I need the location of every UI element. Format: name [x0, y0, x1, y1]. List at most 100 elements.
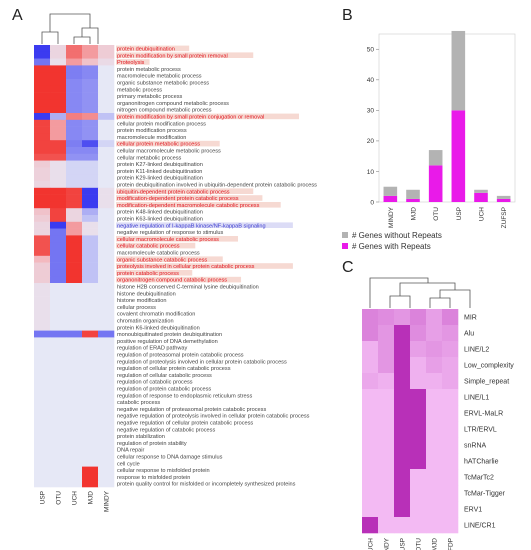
go-term-label: regulation of ERAD pathway	[117, 346, 187, 352]
repeat-row-label: ERVL-MaLR	[464, 411, 503, 418]
go-heatmap-cell	[34, 480, 51, 488]
go-heatmap-cell	[98, 480, 115, 488]
go-term-label: organic substance metabolic process	[117, 81, 209, 87]
go-heatmap-cell	[66, 432, 83, 440]
go-term-label: organonitrogen compound metabolic proces…	[117, 101, 229, 107]
go-term-label: regulation of cellular catabolic process	[117, 373, 212, 379]
repeat-heatmap-cell	[378, 437, 395, 454]
repeat-heatmap-cell	[362, 421, 379, 438]
go-heatmap-cell	[50, 364, 67, 372]
repeat-heatmap-cell	[394, 485, 411, 502]
go-heatmap-cell	[66, 228, 83, 236]
go-heatmap-cell	[98, 364, 115, 372]
repeat-heatmap-cell	[378, 501, 395, 518]
repeat-heatmap-dendrogram	[369, 277, 471, 308]
go-heatmap-cell	[98, 323, 115, 331]
go-term-label: cellular process	[117, 305, 156, 311]
go-heatmap-cell	[82, 181, 99, 189]
go-heatmap-cell	[66, 215, 83, 223]
legend-label: # Genes without Repeats	[352, 231, 442, 240]
go-heatmap-cell	[98, 249, 115, 257]
go-heatmap-cell	[50, 85, 67, 93]
go-heatmap-cell	[98, 208, 115, 216]
go-heatmap-cell	[34, 303, 51, 311]
go-heatmap-cell	[82, 262, 99, 270]
go-heatmap-cell	[98, 255, 115, 263]
repeat-heatmap-cell	[442, 469, 459, 486]
go-term-label: cellular protein modification process	[117, 121, 206, 127]
go-term-label: negative regulation of I-kappaB kinase/N…	[117, 223, 266, 229]
go-heatmap-cell	[82, 405, 99, 413]
go-heatmap-cell	[66, 58, 83, 66]
go-heatmap-cell	[98, 283, 115, 291]
go-heatmap-cell	[34, 249, 51, 257]
go-heatmap-cell	[82, 459, 99, 467]
go-term-label: monoubiquitinated protein deubiquitinati…	[117, 332, 222, 338]
go-heatmap-cell	[34, 289, 51, 297]
go-heatmap-cell	[66, 425, 83, 433]
go-heatmap-cell	[34, 405, 51, 413]
panel-c-letter: C	[342, 259, 354, 276]
go-term-label: regulation of proteolysis involved in ce…	[117, 359, 287, 365]
repeat-heatmap-cell	[410, 421, 427, 438]
go-term-highlight	[116, 256, 223, 262]
go-heatmap-cell	[98, 113, 115, 121]
go-heatmap-cell	[34, 317, 51, 325]
go-heatmap-column-label: MINDY	[104, 490, 111, 512]
go-term-highlight	[116, 202, 281, 208]
go-heatmap-cell	[66, 119, 83, 127]
go-heatmap-cell	[50, 126, 67, 134]
go-heatmap-cell	[66, 351, 83, 359]
go-heatmap-cell	[66, 446, 83, 454]
repeat-heatmap-cell	[378, 373, 395, 390]
go-heatmap-cell	[34, 187, 51, 195]
repeat-heatmap-cell	[362, 485, 379, 502]
bar-segment	[451, 30, 466, 111]
bar-chart-legend: # Genes without Repeats # Genes with Repe…	[342, 231, 442, 251]
go-heatmap-cell	[98, 351, 115, 359]
go-heatmap-cell	[50, 337, 67, 345]
go-heatmap-cell	[82, 269, 99, 277]
go-term-label: protein K6-linked deubiquitination	[117, 325, 200, 331]
go-heatmap-cell	[34, 45, 51, 53]
go-heatmap-cell	[50, 378, 67, 386]
go-heatmap-cell	[98, 446, 115, 454]
go-heatmap-cell	[98, 65, 115, 73]
go-heatmap-cell	[82, 357, 99, 365]
go-heatmap-cell	[34, 133, 51, 141]
repeat-heatmap-cell	[378, 309, 395, 326]
repeat-row-label: MIR	[464, 315, 477, 322]
go-term-highlight	[116, 263, 293, 269]
repeat-heatmap-cell	[362, 373, 379, 390]
go-heatmap-cell	[98, 201, 115, 209]
go-heatmap-cell	[98, 215, 115, 223]
go-heatmap-cell	[98, 167, 115, 175]
go-heatmap-column-label: USP	[40, 491, 47, 504]
panel-a-letter: A	[12, 7, 23, 24]
go-term-label: modification-dependent macromolecule cat…	[117, 203, 260, 209]
repeat-heatmap-cell	[426, 309, 443, 326]
repeat-heatmap-cell	[362, 501, 379, 518]
go-heatmap-cell	[98, 262, 115, 270]
go-heatmap-column-label: OTU	[56, 491, 63, 505]
go-term-label: histone modification	[117, 298, 166, 304]
go-term-label: regulation of protein catabolic process	[117, 387, 211, 393]
go-heatmap-cell	[66, 160, 83, 168]
go-term-label: ubiquitin-dependent protein catabolic pr…	[117, 189, 230, 195]
go-heatmap-cell	[34, 113, 51, 121]
go-heatmap-cell	[50, 160, 67, 168]
go-heatmap-cell	[82, 147, 99, 155]
go-heatmap-cell	[98, 85, 115, 93]
go-heatmap-cell	[82, 255, 99, 263]
go-heatmap-cell	[50, 412, 67, 420]
go-term-label: negative regulation of response to stimu…	[117, 230, 224, 236]
go-term-label: protein K29-linked deubiquitination	[117, 176, 203, 182]
go-term-highlight	[116, 276, 242, 283]
go-heatmap-cell	[98, 126, 115, 134]
y-tick-label: 0	[370, 199, 374, 206]
go-heatmap-cell	[82, 310, 99, 318]
repeat-heatmap-cell	[394, 373, 411, 390]
go-heatmap-cell	[82, 398, 99, 406]
go-heatmap-cell	[98, 58, 115, 66]
go-term-label: regulation of cellular protein catabolic…	[117, 366, 231, 372]
